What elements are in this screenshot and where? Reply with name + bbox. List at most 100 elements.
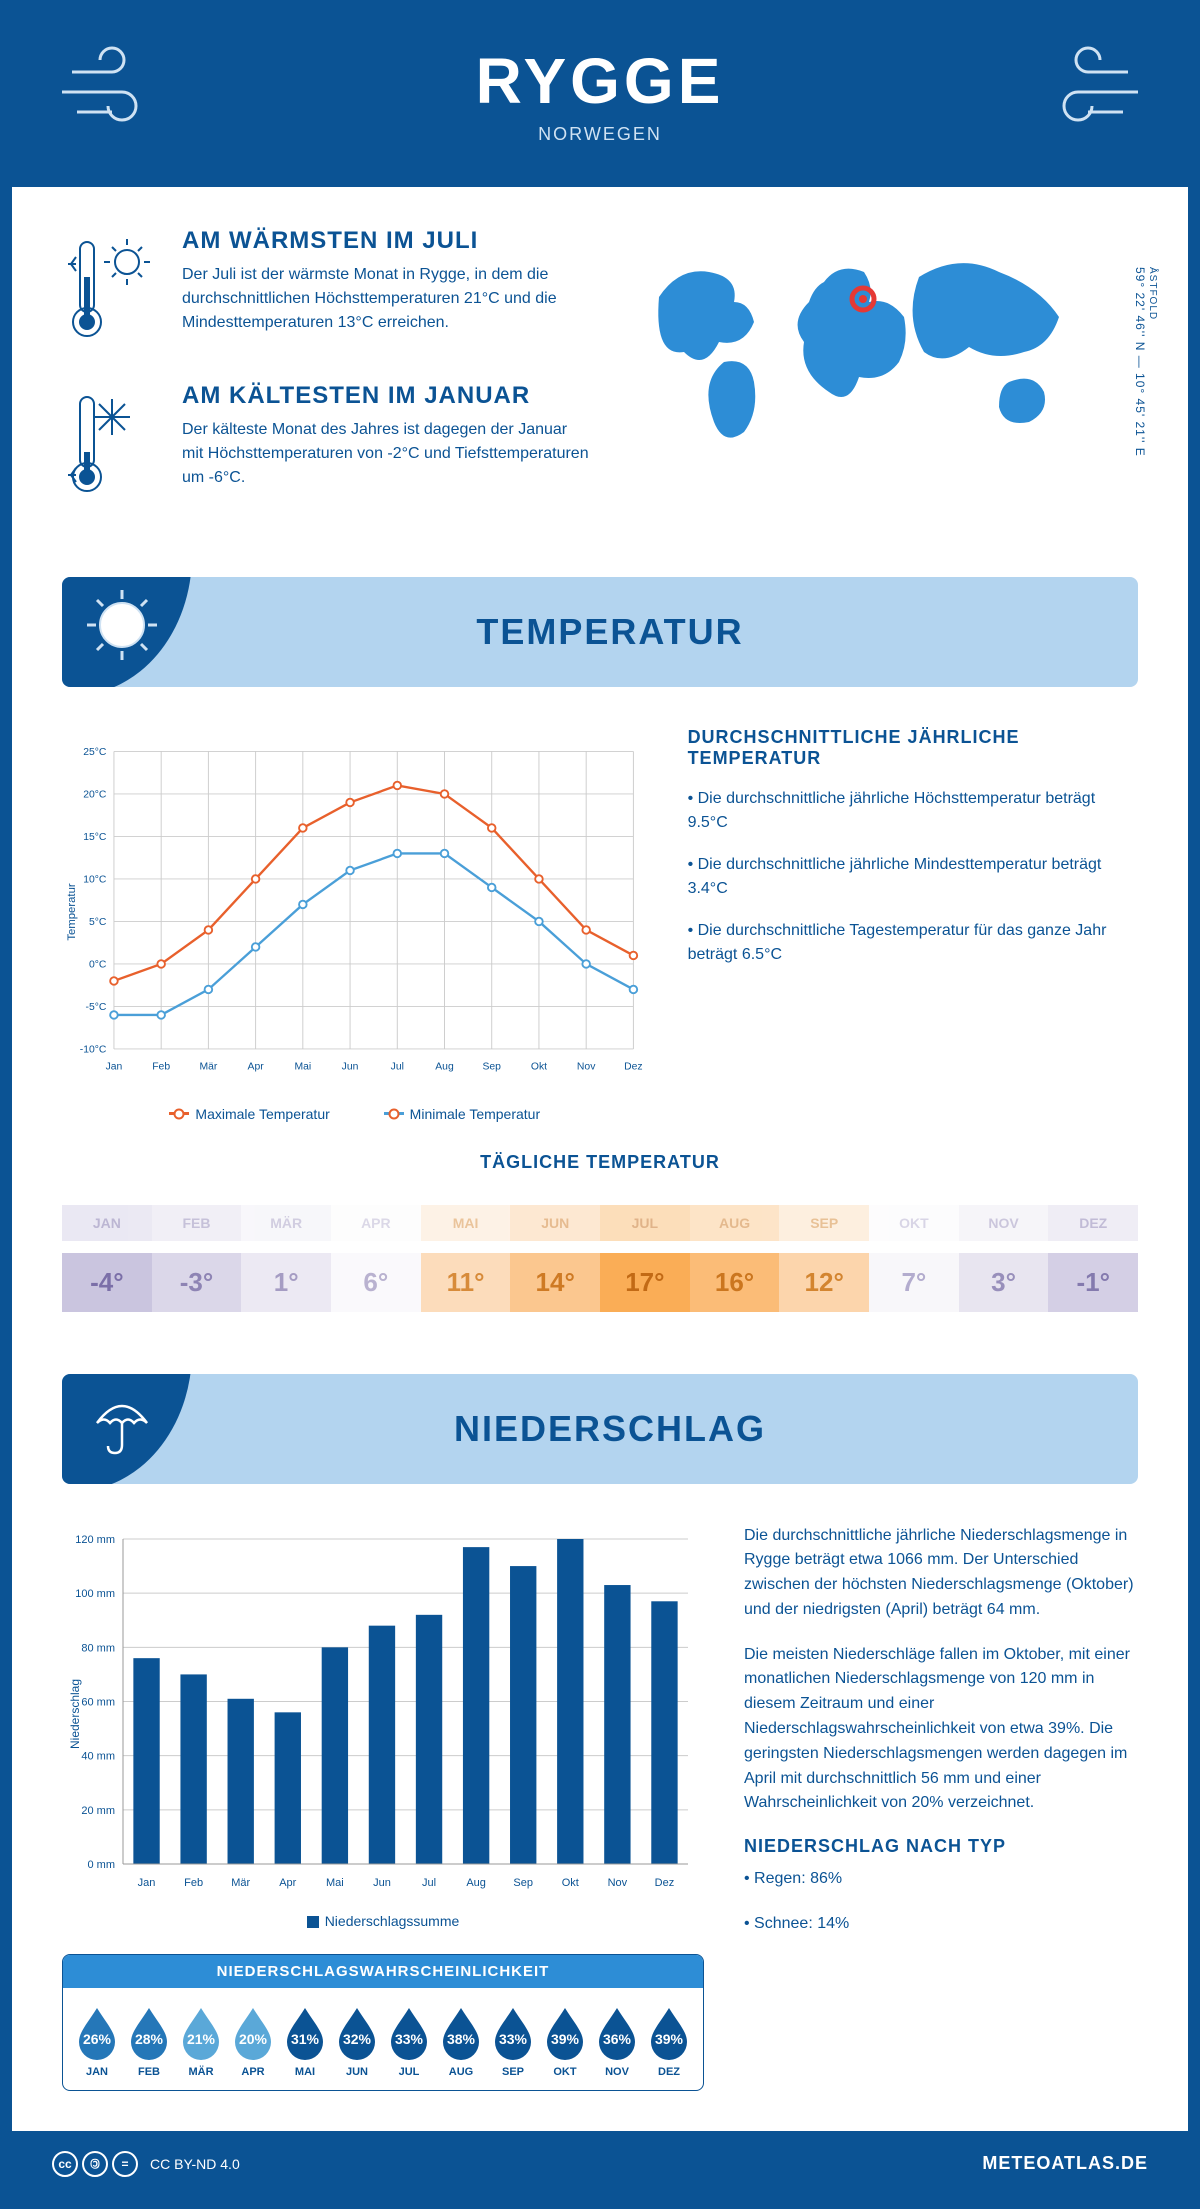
svg-text:Sep: Sep xyxy=(513,1877,533,1889)
svg-text:Aug: Aug xyxy=(466,1877,486,1889)
temp-bullet-3: • Die durchschnittliche Tagestemperatur … xyxy=(688,919,1138,967)
precip-prob-drop: 28%FEB xyxy=(125,2004,173,2078)
precip-prob-drop: 36%NOV xyxy=(593,2004,641,2078)
section-title-temperature: TEMPERATUR xyxy=(222,611,1138,653)
svg-text:Aug: Aug xyxy=(435,1062,454,1073)
svg-text:60 mm: 60 mm xyxy=(81,1696,115,1708)
svg-text:Jan: Jan xyxy=(138,1877,156,1889)
svg-text:Jul: Jul xyxy=(422,1877,436,1889)
precip-legend: Niederschlagssumme xyxy=(62,1913,704,1929)
svg-text:Feb: Feb xyxy=(152,1062,170,1073)
precip-prob-title: NIEDERSCHLAGSWAHRSCHEINLICHKEIT xyxy=(63,1955,703,1988)
svg-text:33%: 33% xyxy=(395,2031,424,2047)
precipitation-info: Die durchschnittliche jährliche Niedersc… xyxy=(744,1524,1138,1957)
daily-temp-cell: OKT7° xyxy=(869,1193,959,1324)
svg-text:Apr: Apr xyxy=(248,1062,265,1073)
svg-text:Okt: Okt xyxy=(531,1062,547,1073)
svg-text:120 mm: 120 mm xyxy=(75,1534,115,1546)
svg-text:Sep: Sep xyxy=(482,1062,501,1073)
daily-temp-cell: JUN14° xyxy=(510,1193,600,1324)
svg-text:39%: 39% xyxy=(551,2031,580,2047)
svg-text:Niederschlag: Niederschlag xyxy=(68,1678,82,1748)
svg-text:33%: 33% xyxy=(499,2031,528,2047)
svg-text:20%: 20% xyxy=(239,2031,268,2047)
summary-section: AM WÄRMSTEN IM JULI Der Juli ist der wär… xyxy=(62,227,1138,537)
cc-license-icon: cc 🄯 = xyxy=(52,2151,138,2177)
svg-text:Mai: Mai xyxy=(294,1062,311,1073)
warmest-text: Der Juli ist der wärmste Monat in Rygge,… xyxy=(182,263,589,335)
precip-prob-drop: 26%JAN xyxy=(73,2004,121,2078)
svg-text:36%: 36% xyxy=(603,2031,632,2047)
coldest-text: Der kälteste Monat des Jahres ist dagege… xyxy=(182,418,589,490)
precip-prob-drop: 33%SEP xyxy=(489,2004,537,2078)
svg-text:25°C: 25°C xyxy=(83,747,107,758)
daily-temp-cell: JUL17° xyxy=(600,1193,690,1324)
section-head-precipitation: NIEDERSCHLAG xyxy=(62,1374,1138,1484)
svg-text:26%: 26% xyxy=(83,2031,112,2047)
svg-text:Nov: Nov xyxy=(608,1877,628,1889)
temp-chart-legend: .legend-sw:nth-of-type(1)::after{border-… xyxy=(62,1102,648,1122)
daily-temp-cell: MÄR1° xyxy=(241,1193,331,1324)
svg-text:-5°C: -5°C xyxy=(86,1002,107,1013)
temp-info-title: DURCHSCHNITTLICHE JÄHRLICHE TEMPERATUR xyxy=(688,727,1138,769)
svg-text:15°C: 15°C xyxy=(83,832,107,843)
city-name: RYGGE xyxy=(172,44,1028,118)
site-name: METEOATLAS.DE xyxy=(982,2153,1148,2174)
legend-max: Maximale Temperatur xyxy=(195,1106,329,1122)
temp-bullet-1: • Die durchschnittliche jährliche Höchst… xyxy=(688,787,1138,835)
svg-text:39%: 39% xyxy=(655,2031,684,2047)
temperature-info: DURCHSCHNITTLICHE JÄHRLICHE TEMPERATUR •… xyxy=(688,727,1138,1122)
precip-para-2: Die meisten Niederschläge fallen im Okto… xyxy=(744,1643,1138,1817)
country-name: NORWEGEN xyxy=(172,124,1028,145)
header-title-block: RYGGE NORWEGEN xyxy=(172,44,1028,145)
daily-temp-grid: JAN-4°FEB-3°MÄR1°APR6°MAI11°JUN14°JUL17°… xyxy=(62,1193,1138,1324)
svg-text:Jan: Jan xyxy=(106,1062,123,1073)
svg-text:38%: 38% xyxy=(447,2031,476,2047)
warmest-title: AM WÄRMSTEN IM JULI xyxy=(182,227,589,255)
svg-text:Mai: Mai xyxy=(326,1877,344,1889)
svg-text:28%: 28% xyxy=(135,2031,164,2047)
svg-text:Jun: Jun xyxy=(342,1062,359,1073)
daily-temp-cell: SEP12° xyxy=(779,1193,869,1324)
footer: cc 🄯 = CC BY-ND 4.0 METEOATLAS.DE xyxy=(12,2131,1188,2197)
wind-icon-right xyxy=(1028,42,1148,147)
precip-type-1: • Regen: 86% xyxy=(744,1867,1138,1892)
warmest-fact: AM WÄRMSTEN IM JULI Der Juli ist der wär… xyxy=(62,227,589,352)
svg-text:Dez: Dez xyxy=(655,1877,675,1889)
daily-temp-cell: APR6° xyxy=(331,1193,421,1324)
coldest-title: AM KÄLTESTEN IM JANUAR xyxy=(182,382,589,410)
precip-prob-drop: 38%AUG xyxy=(437,2004,485,2078)
svg-text:Mär: Mär xyxy=(199,1062,217,1073)
svg-text:20°C: 20°C xyxy=(83,790,107,801)
daily-temp-cell: FEB-3° xyxy=(152,1193,242,1324)
svg-text:Okt: Okt xyxy=(562,1877,579,1889)
precip-prob-drop: 21%MÄR xyxy=(177,2004,225,2078)
svg-text:5°C: 5°C xyxy=(89,917,107,928)
coord-text: 59° 22' 46'' N — 10° 45' 21'' E xyxy=(1133,267,1147,467)
svg-text:0 mm: 0 mm xyxy=(88,1859,116,1871)
precip-para-1: Die durchschnittliche jährliche Niedersc… xyxy=(744,1524,1138,1623)
svg-text:21%: 21% xyxy=(187,2031,216,2047)
section-head-temperature: TEMPERATUR xyxy=(62,577,1138,687)
daily-temp-title: TÄGLICHE TEMPERATUR xyxy=(62,1152,1138,1173)
daily-temp-cell: MAI11° xyxy=(421,1193,511,1324)
svg-text:40 mm: 40 mm xyxy=(81,1750,115,1762)
precipitation-bar-chart: 0 mm20 mm40 mm60 mm80 mm100 mm120 mmNied… xyxy=(62,1524,704,1929)
region-label: ÅSTFOLD xyxy=(1147,267,1158,459)
svg-text:31%: 31% xyxy=(291,2031,320,2047)
svg-text:Temperatur: Temperatur xyxy=(66,883,78,941)
temp-bullet-2: • Die durchschnittliche jährliche Mindes… xyxy=(688,853,1138,901)
thermometer-snow-icon xyxy=(62,382,162,507)
svg-text:0°C: 0°C xyxy=(89,960,107,971)
wind-icon-left xyxy=(52,42,172,147)
coldest-fact: AM KÄLTESTEN IM JANUAR Der kälteste Mona… xyxy=(62,382,589,507)
temperature-line-chart: -10°C-5°C0°C5°C10°C15°C20°C25°CJanFebMär… xyxy=(62,727,648,1122)
world-map-block: ÅSTFOLD 59° 22' 46'' N — 10° 45' 21'' E xyxy=(629,227,1138,472)
content-area: AM WÄRMSTEN IM JULI Der Juli ist der wär… xyxy=(12,187,1188,2131)
daily-temp-cell: AUG16° xyxy=(690,1193,780,1324)
svg-text:-10°C: -10°C xyxy=(80,1045,107,1056)
world-map-icon xyxy=(629,227,1089,467)
legend-min: Minimale Temperatur xyxy=(410,1106,540,1122)
precip-prob-drop: 31%MAI xyxy=(281,2004,329,2078)
umbrella-icon xyxy=(62,1374,192,1484)
